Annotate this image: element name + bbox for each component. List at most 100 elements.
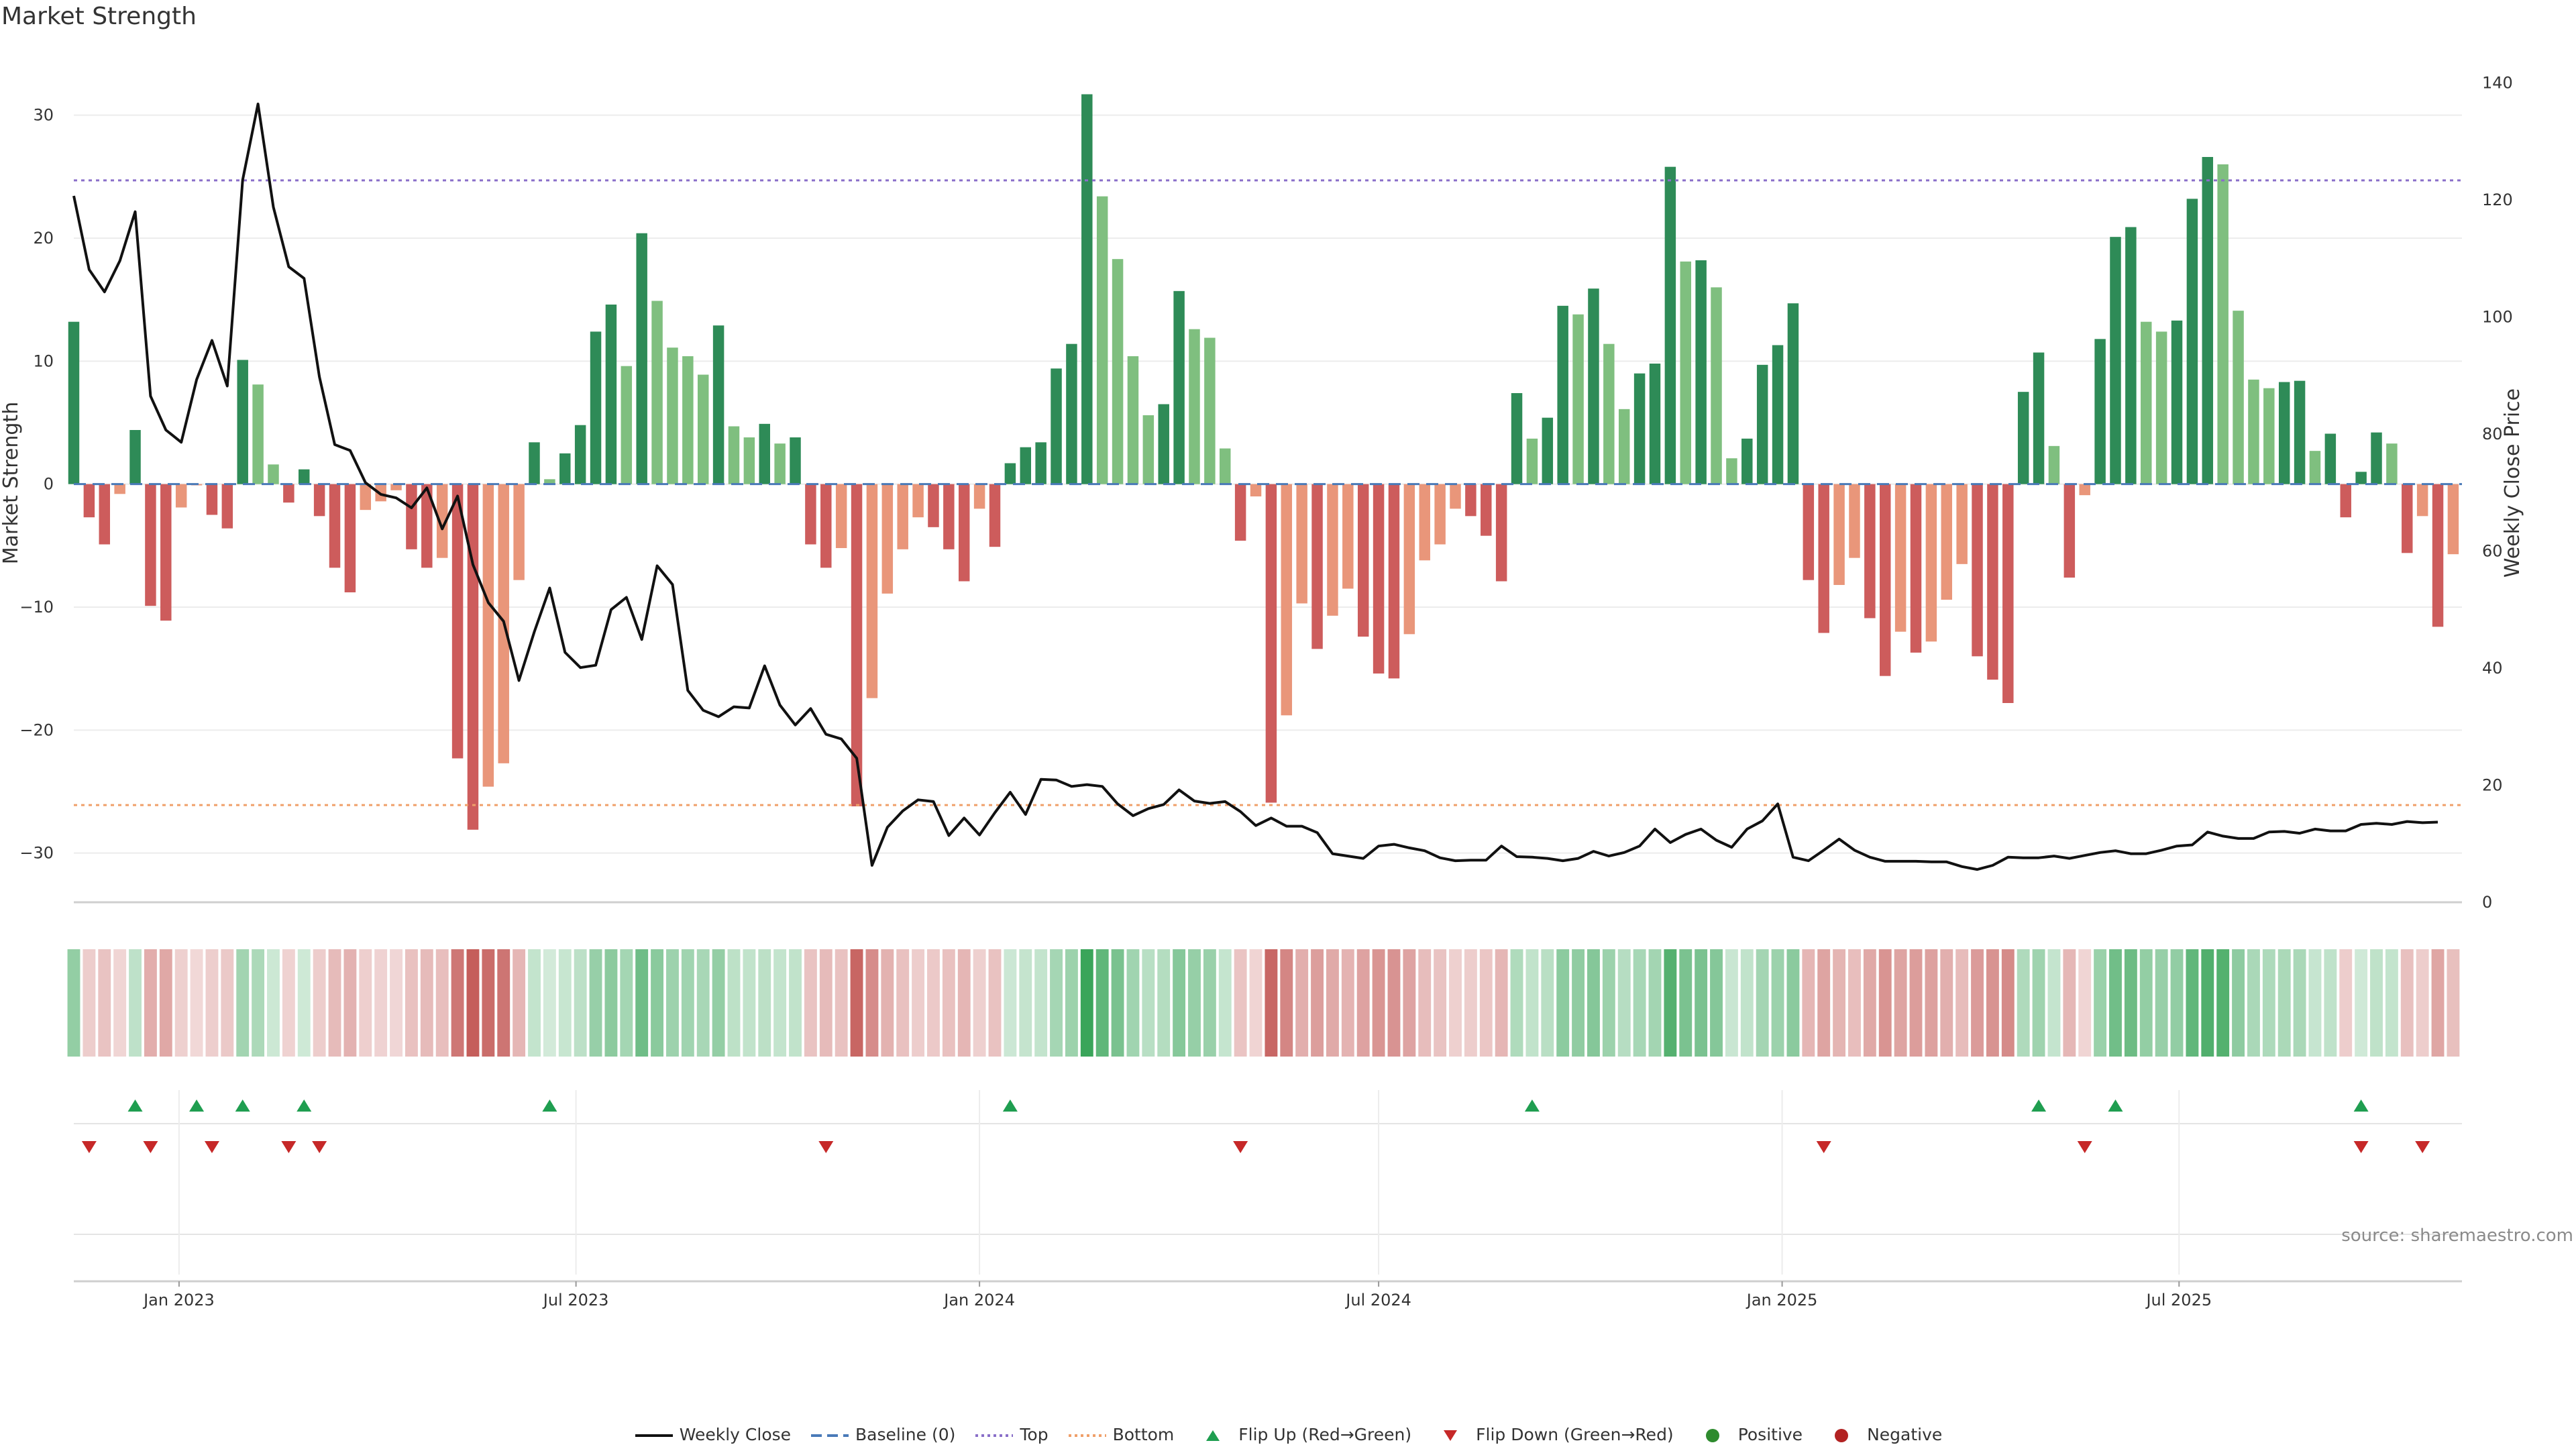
strength-bar xyxy=(206,484,218,515)
heatmap-cell xyxy=(236,949,250,1057)
strength-bar xyxy=(1403,484,1415,635)
heatmap-cell xyxy=(1004,949,1017,1057)
heatmap-cell xyxy=(1909,949,1923,1057)
strength-bar xyxy=(2048,445,2060,484)
triangle-up-icon xyxy=(1206,1430,1220,1441)
strength-bar xyxy=(83,484,95,518)
strength-bar xyxy=(2371,432,2382,484)
strength-bar xyxy=(866,484,878,698)
y-axis-right-label: Weekly Close Price xyxy=(2501,388,2524,578)
strength-bar xyxy=(2324,433,2337,484)
heatmap-cell xyxy=(651,949,664,1057)
heatmap-cell xyxy=(1019,949,1032,1057)
heatmap-cell xyxy=(2339,949,2353,1057)
legend-label: Weekly Close xyxy=(679,1424,792,1444)
heatmap-cell xyxy=(1710,949,1723,1057)
strength-bar xyxy=(1633,373,1646,484)
strength-bar xyxy=(1142,415,1155,484)
x-tick-label: Jul 2025 xyxy=(2145,1291,2212,1309)
strength-bar xyxy=(1281,484,1293,716)
dotted-line xyxy=(1068,1434,1106,1437)
heatmap-cell xyxy=(174,949,188,1057)
heatmap-cell xyxy=(1679,949,1693,1057)
y-right-tick-label: 80 xyxy=(2482,425,2503,443)
heatmap-cell xyxy=(1695,949,1708,1057)
strength-bar xyxy=(1357,484,1369,637)
strength-bar xyxy=(145,484,156,606)
strength-bar xyxy=(697,374,709,484)
strength-bar xyxy=(1649,364,1661,484)
strength-bar xyxy=(1035,442,1046,484)
strength-bar xyxy=(682,356,694,484)
dotted-line xyxy=(975,1434,1014,1437)
strength-bar xyxy=(2248,379,2259,484)
y-right-tick-label: 100 xyxy=(2482,308,2513,327)
heatmap-cell xyxy=(927,949,940,1057)
heatmap-cell xyxy=(67,949,80,1057)
heatmap-cell xyxy=(2355,949,2368,1057)
heatmap-cell xyxy=(1786,949,1800,1057)
heatmap-cell xyxy=(1633,949,1646,1057)
heatmap-cell xyxy=(850,949,863,1057)
heatmap-cell xyxy=(2139,949,2153,1057)
strength-bar xyxy=(1910,484,1922,653)
x-axis: Jan 2023 Jul 2023 Jan 2024 Jul 2024 Jan 2025… xyxy=(74,1280,2462,1309)
heatmap-cell xyxy=(912,949,925,1057)
strength-bar xyxy=(651,301,663,484)
heatmap-cell xyxy=(1157,949,1171,1057)
legend-item: Flip Down (Green→Red) xyxy=(1430,1425,1674,1444)
y-right-tick-label: 20 xyxy=(2482,776,2503,795)
heatmap-cell xyxy=(205,949,219,1057)
strength-bars xyxy=(68,94,2459,830)
heatmap-cell xyxy=(1648,949,1662,1057)
heatmap-cell xyxy=(1602,949,1615,1057)
heatmap-cell xyxy=(589,949,602,1057)
strength-bar xyxy=(1741,438,1753,484)
strength-bar xyxy=(252,384,264,484)
flip-up-marker xyxy=(2031,1099,2047,1112)
strength-bar xyxy=(2202,157,2214,484)
strength-bar xyxy=(2033,352,2045,484)
heatmap-cell xyxy=(1326,949,1339,1057)
heatmap-cell xyxy=(758,949,771,1057)
heatmap-cell xyxy=(865,949,879,1057)
strength-bar xyxy=(1434,484,1446,545)
strength-bar xyxy=(1234,484,1246,541)
legend-label: Flip Down (Green→Red) xyxy=(1476,1424,1674,1444)
heatmap-cell xyxy=(1403,949,1416,1057)
strength-bar xyxy=(1956,484,1968,564)
strength-bar xyxy=(1603,343,1615,484)
heatmap-cell xyxy=(1418,949,1432,1057)
strength-bar xyxy=(2125,227,2137,484)
strength-bar xyxy=(268,464,279,484)
heatmap-cell xyxy=(1971,949,1984,1057)
strength-bar xyxy=(2186,199,2198,484)
heatmap-cell xyxy=(1940,949,1953,1057)
heatmap-cell xyxy=(1541,949,1554,1057)
circle-icon xyxy=(1835,1428,1849,1442)
flip-up-marker xyxy=(2108,1099,2123,1112)
strength-bar xyxy=(2263,388,2275,484)
strength-bar xyxy=(881,484,894,594)
legend-label: Negative xyxy=(1867,1424,1943,1444)
strength-bar xyxy=(1220,448,1231,484)
strength-bar xyxy=(636,233,647,484)
strength-bar xyxy=(1511,393,1523,484)
heatmap-cell xyxy=(267,949,280,1057)
heatmap-cell xyxy=(1234,949,1247,1057)
strength-bar xyxy=(2155,331,2167,484)
flip-up-marker xyxy=(2353,1099,2369,1112)
heatmap-cell xyxy=(1341,949,1354,1057)
heatmap-cell xyxy=(1356,949,1370,1057)
y-left-tick-label: 0 xyxy=(44,475,54,494)
x-tick-label: Jan 2025 xyxy=(1746,1291,1818,1309)
y-right-tick-label: 40 xyxy=(2482,659,2503,678)
heatmap-cell xyxy=(1878,949,1892,1057)
strength-bar xyxy=(989,484,1001,547)
strength-bar xyxy=(2110,237,2121,484)
flip-down-marker xyxy=(1816,1141,1831,1153)
heatmap-cell xyxy=(113,949,127,1057)
heatmap-cell xyxy=(1725,949,1738,1057)
heatmap-cell xyxy=(1434,949,1447,1057)
heatmap-cell xyxy=(2216,949,2230,1057)
